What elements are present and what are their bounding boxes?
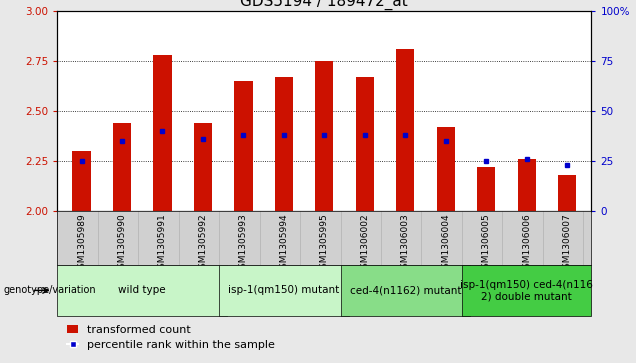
Text: GSM1305993: GSM1305993 <box>239 213 248 274</box>
Text: GSM1306003: GSM1306003 <box>401 213 410 274</box>
Bar <box>113 123 131 211</box>
Text: ced-4(n1162) mutant: ced-4(n1162) mutant <box>350 285 461 295</box>
Bar <box>356 77 374 211</box>
Bar <box>153 55 172 211</box>
Text: GSM1305995: GSM1305995 <box>320 213 329 274</box>
Bar <box>194 123 212 211</box>
Text: genotype/variation: genotype/variation <box>3 285 96 295</box>
Bar <box>462 265 591 316</box>
Bar <box>518 159 536 211</box>
Bar <box>558 175 576 211</box>
Bar <box>315 61 333 211</box>
Text: GSM1305989: GSM1305989 <box>77 213 86 274</box>
Legend: transformed count, percentile rank within the sample: transformed count, percentile rank withi… <box>63 320 280 355</box>
Title: GDS5194 / 189472_at: GDS5194 / 189472_at <box>240 0 408 9</box>
Text: isp-1(qm150) mutant: isp-1(qm150) mutant <box>228 285 340 295</box>
Bar <box>275 77 293 211</box>
Bar <box>340 265 470 316</box>
Text: GSM1305992: GSM1305992 <box>198 213 207 274</box>
Bar <box>57 265 227 316</box>
Text: GSM1305994: GSM1305994 <box>279 213 288 274</box>
Text: GSM1306007: GSM1306007 <box>563 213 572 274</box>
Text: GSM1306004: GSM1306004 <box>441 213 450 274</box>
Bar <box>234 81 252 211</box>
Text: wild type: wild type <box>118 285 166 295</box>
Text: GSM1306005: GSM1306005 <box>481 213 491 274</box>
Bar <box>437 127 455 211</box>
Text: GSM1305990: GSM1305990 <box>118 213 127 274</box>
Bar <box>73 151 90 211</box>
Text: isp-1(qm150) ced-4(n116
2) double mutant: isp-1(qm150) ced-4(n116 2) double mutant <box>460 280 593 301</box>
Text: GSM1305991: GSM1305991 <box>158 213 167 274</box>
Text: GSM1306006: GSM1306006 <box>522 213 531 274</box>
Bar <box>477 167 495 211</box>
Bar <box>396 49 415 211</box>
Bar <box>219 265 349 316</box>
Text: GSM1306002: GSM1306002 <box>361 213 370 274</box>
